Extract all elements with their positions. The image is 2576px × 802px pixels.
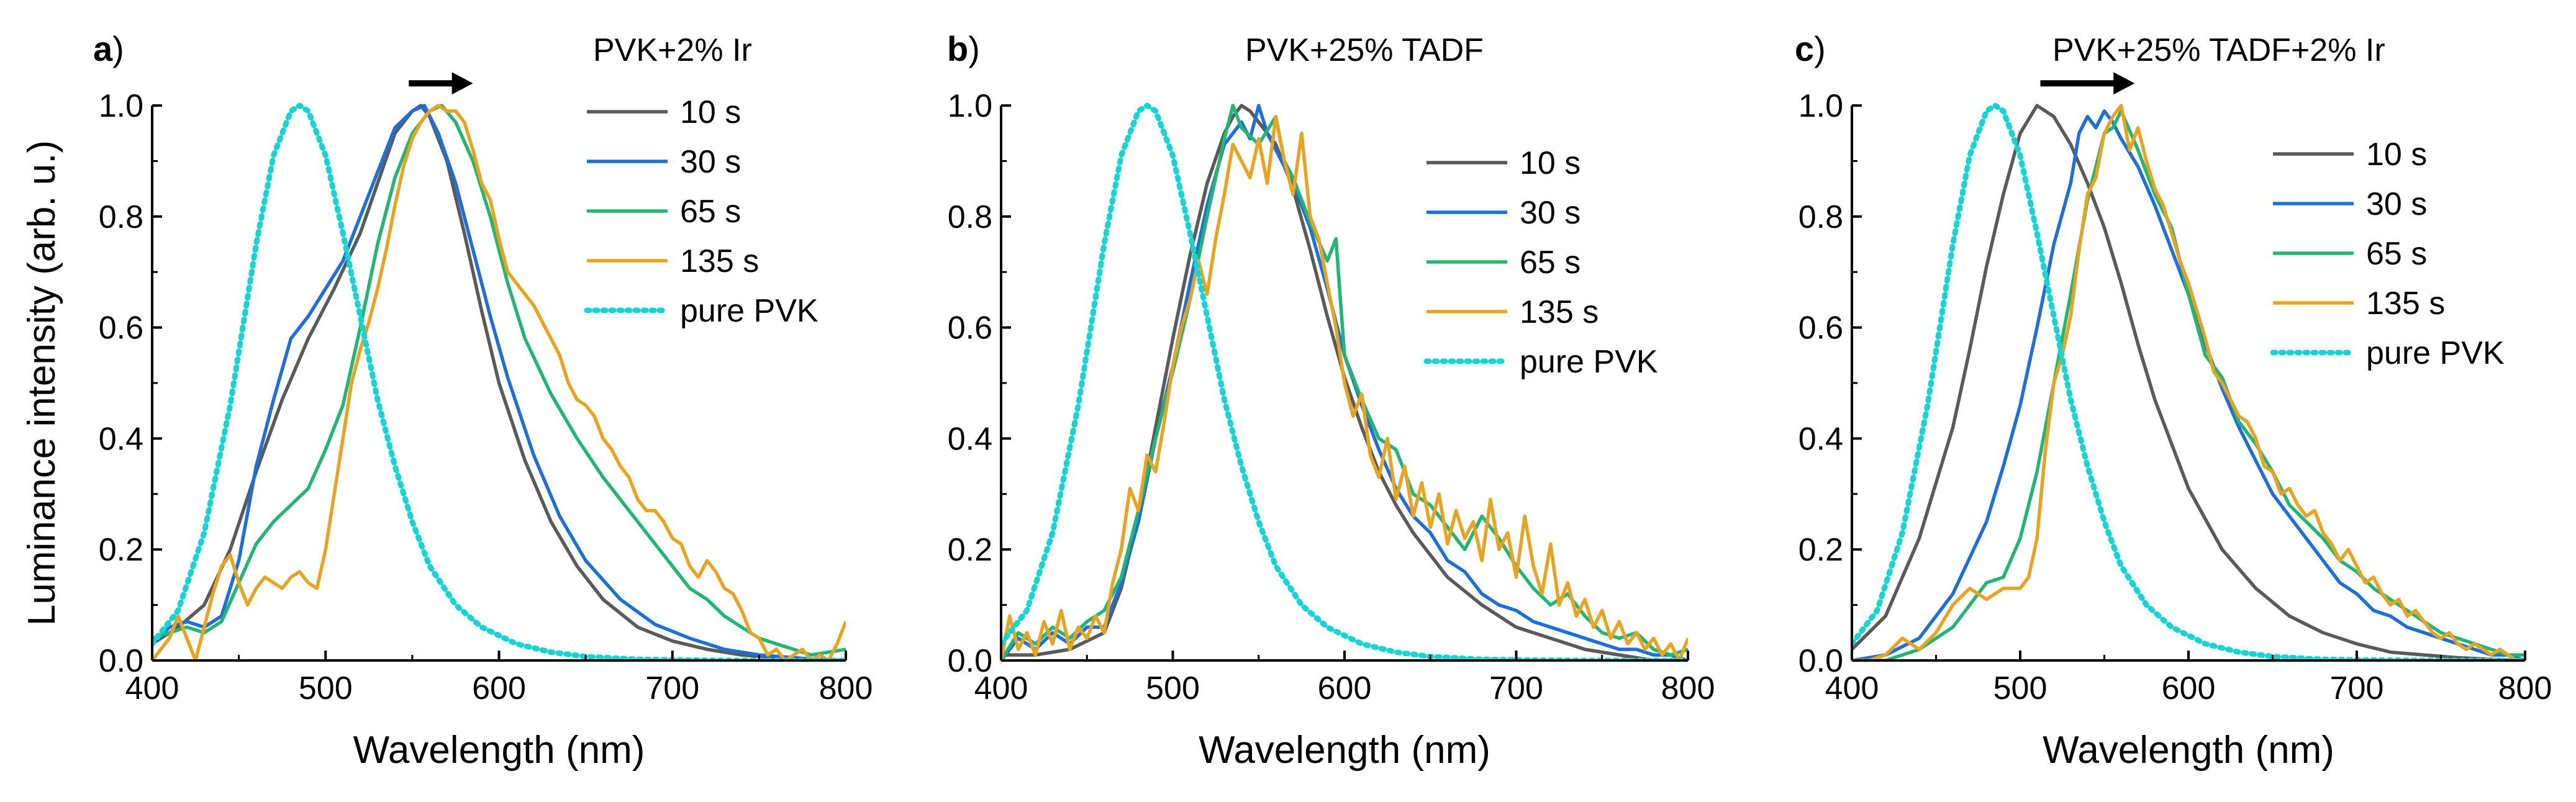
legend-label: 10 s (2366, 137, 2427, 173)
y-tick-label: 0.2 (1798, 532, 1843, 568)
panel-letter-paren: ) (112, 29, 124, 68)
x-axis-title: Wavelength (nm) (2043, 729, 2334, 772)
panel-title: PVK+2% Ir (593, 32, 752, 68)
y-axis-title: Luminance intensity (arb. u.) (20, 140, 63, 626)
x-tick-label: 500 (299, 670, 353, 706)
legend-label: 30 s (2366, 186, 2427, 222)
panel-letter-paren: ) (968, 29, 980, 68)
x-tick-label: 600 (1318, 670, 1372, 706)
x-tick-label: 400 (1825, 670, 1879, 706)
y-tick-label: 1.0 (1798, 88, 1843, 124)
series-line-10-s (1852, 104, 2525, 660)
y-tick-label: 0.0 (99, 643, 143, 679)
y-tick-label: 0.8 (1798, 199, 1843, 235)
legend-label: 135 s (1520, 294, 1599, 330)
y-tick-label: 0.8 (948, 199, 992, 235)
legend-label: pure PVK (680, 293, 819, 329)
y-tick-label: 0.4 (99, 421, 143, 457)
y-tick-label: 0.4 (948, 421, 992, 457)
series-line-30-s (152, 104, 846, 660)
y-tick-label: 0.4 (1798, 421, 1843, 457)
series-line-10-s (152, 104, 846, 660)
legend-label: 65 s (2366, 236, 2427, 272)
y-tick-label: 0.6 (99, 310, 143, 346)
series-line-135-s (1852, 104, 2525, 660)
panel-title: PVK+25% TADF+2% Ir (2052, 32, 2385, 68)
x-tick-label: 800 (1661, 670, 1715, 706)
x-tick-label: 600 (2162, 670, 2216, 706)
x-axis-title: Wavelength (nm) (1199, 729, 1490, 772)
panel-letter: c) (1795, 29, 1826, 68)
series-line-65-s (1852, 109, 2525, 660)
legend-label: 135 s (680, 243, 759, 279)
x-axis-title: Wavelength (nm) (353, 729, 645, 772)
x-tick-label: 500 (1993, 670, 2048, 706)
panel-title: PVK+25% TADF (1245, 32, 1484, 68)
series-line-65-s (152, 104, 846, 657)
legend-label: 135 s (2366, 286, 2445, 322)
y-tick-label: 0.0 (948, 643, 992, 679)
y-tick-label: 1.0 (948, 88, 992, 124)
series-line-135-s (152, 104, 846, 660)
x-tick-label: 700 (2330, 670, 2384, 706)
legend-label: 30 s (680, 144, 741, 180)
x-tick-label: 800 (819, 670, 873, 706)
y-tick-label: 0.2 (948, 532, 992, 568)
legend-label: 30 s (1520, 195, 1581, 231)
x-tick-label: 400 (974, 670, 1028, 706)
legend-label: pure PVK (2366, 335, 2505, 371)
x-tick-label: 700 (645, 670, 699, 706)
chart-panel-a: 400 500 600 700 800 0.0 0.2 0.4 0.6 0.8 1.0 Wavelen… (20, 29, 873, 772)
series-line-135-s (1001, 115, 1688, 660)
y-tick-label: 0.2 (99, 532, 143, 568)
chart-panel-b: 400 500 600 700 800 0.0 0.2 0.4 0.6 0.8 1.0 Wavelen… (947, 29, 1715, 772)
panel-letter: b) (947, 29, 980, 68)
y-tick-label: 0.0 (1798, 643, 1843, 679)
series-line-65-s (1001, 104, 1688, 660)
y-tick-label: 1.0 (99, 88, 143, 124)
x-tick-label: 500 (1146, 670, 1200, 706)
panel-letter-paren: ) (1814, 29, 1826, 68)
x-tick-label: 800 (2498, 670, 2552, 706)
shift-arrow-head (451, 72, 473, 95)
y-tick-label: 0.6 (1798, 310, 1843, 346)
y-tick-label: 0.6 (948, 310, 992, 346)
y-tick-label: 0.8 (99, 199, 143, 235)
shift-arrow-head (2113, 72, 2135, 95)
legend-label: pure PVK (1520, 344, 1658, 380)
chart-panel-c: 400 500 600 700 800 0.0 0.2 0.4 0.6 0.8 1.0 Wavelen… (1795, 29, 2552, 772)
legend-label: 65 s (680, 194, 741, 230)
legend-label: 10 s (1520, 145, 1581, 181)
x-tick-label: 700 (1489, 670, 1543, 706)
legend-label: 65 s (1520, 245, 1581, 281)
legend-label: 10 s (680, 94, 741, 130)
x-tick-label: 600 (472, 670, 526, 706)
panel-letter: a) (93, 29, 124, 68)
x-tick-label: 400 (125, 670, 179, 706)
